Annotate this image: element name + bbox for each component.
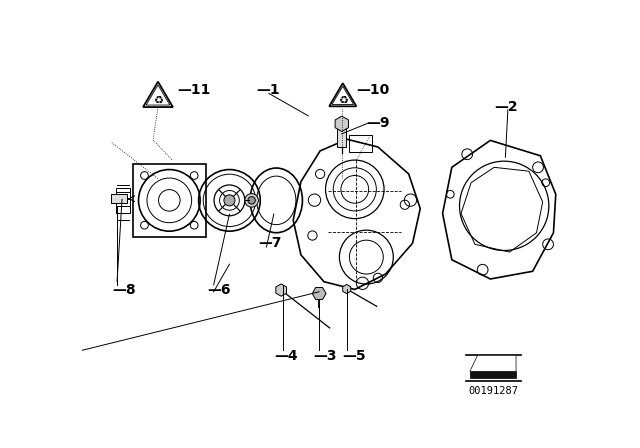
Polygon shape	[470, 355, 516, 371]
Text: ♻: ♻	[153, 95, 163, 105]
Text: —5: —5	[342, 349, 365, 362]
Text: —3: —3	[313, 349, 337, 362]
Bar	[111, 194, 127, 203]
Text: —7: —7	[258, 237, 282, 250]
Bar	[349, 135, 372, 152]
Text: —6: —6	[207, 283, 231, 297]
Polygon shape	[343, 284, 351, 293]
Text: —8: —8	[112, 283, 136, 297]
Bar	[132, 164, 206, 237]
Polygon shape	[312, 288, 326, 300]
Text: —11: —11	[178, 83, 211, 97]
Bar	[470, 371, 516, 378]
Circle shape	[224, 195, 235, 206]
Text: 00191287: 00191287	[468, 386, 518, 396]
Text: ♻: ♻	[338, 95, 348, 105]
Text: —2: —2	[495, 100, 518, 114]
Circle shape	[245, 194, 259, 207]
Text: —10: —10	[356, 83, 390, 97]
Circle shape	[248, 197, 255, 204]
Polygon shape	[276, 284, 287, 296]
Polygon shape	[335, 116, 348, 132]
Text: —1: —1	[257, 83, 280, 97]
Bar	[337, 124, 346, 147]
Bar	[116, 188, 130, 213]
Text: —4: —4	[274, 349, 298, 362]
Text: —9: —9	[367, 116, 390, 130]
